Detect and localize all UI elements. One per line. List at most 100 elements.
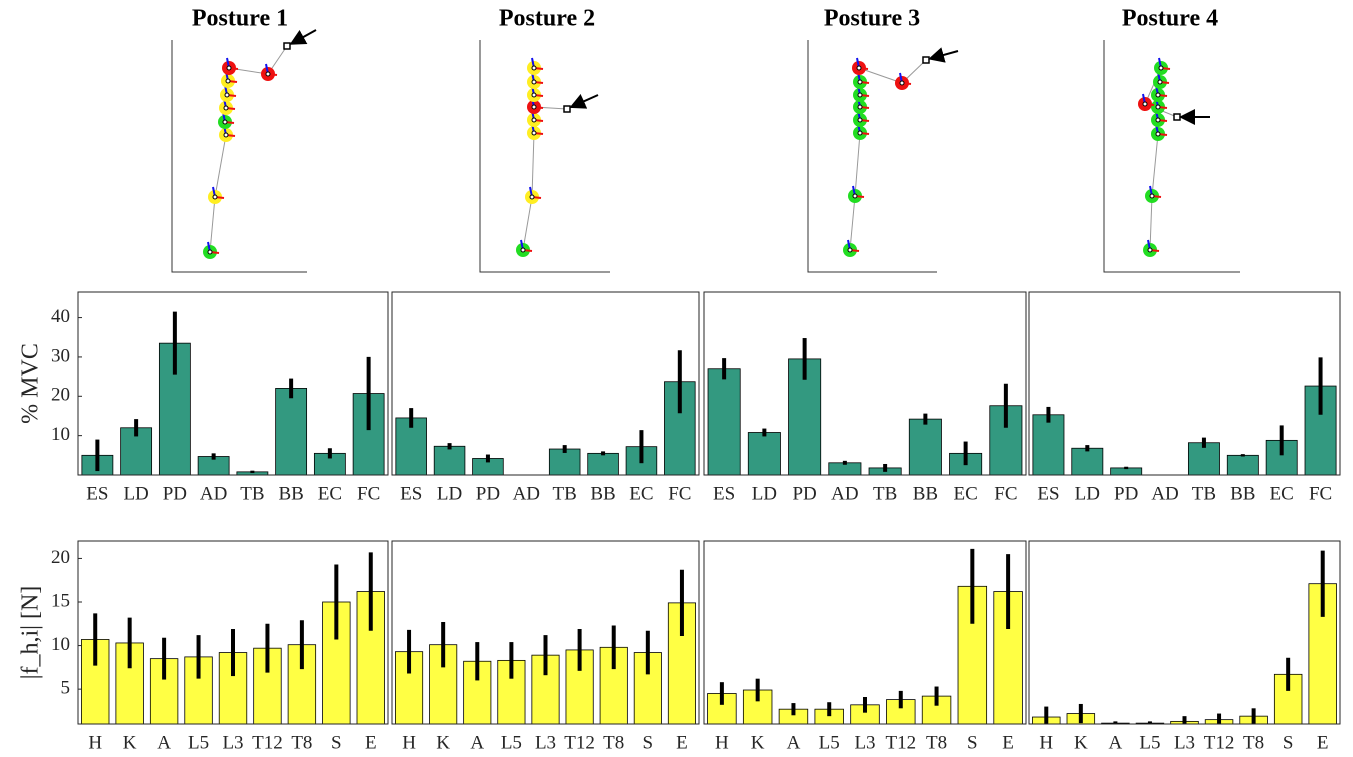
joint-center [1150,194,1154,198]
x-tick-label: E [676,732,688,753]
figure: Posture 1Posture 2Posture 3Posture 4ESLD… [0,0,1353,757]
y-axis-label: % MVC [18,343,44,424]
x-tick-label: PD [1114,483,1138,504]
x-tick-label: ES [713,483,735,504]
joint-center [532,80,536,84]
x-tick-label: S [1283,732,1294,753]
joint-center [858,118,862,122]
bar [276,388,307,475]
joint-center [530,195,534,199]
bar [434,446,465,475]
x-tick-label: BB [278,483,303,504]
x-tick-label: S [643,732,654,753]
x-tick-label: FC [1309,483,1332,504]
joint-center [858,93,862,97]
y-tick-label: 5 [61,678,71,699]
joint-center [225,93,229,97]
x-tick-label: EC [1270,483,1294,504]
x-tick-label: ES [400,483,422,504]
joint-center [532,66,536,70]
plot-area [82,312,384,475]
x-tick-label: L5 [819,732,840,753]
plot-area [81,552,384,724]
x-tick-label: L3 [535,732,556,753]
plot-area [396,350,695,475]
joint-center [223,120,227,124]
joint-center [224,133,228,137]
x-tick-label: K [751,732,765,753]
x-tick-label: A [787,732,801,753]
plot-area [1033,357,1336,475]
x-tick-label: A [1109,732,1123,753]
x-tick-label: L3 [222,732,243,753]
bar [748,432,780,475]
x-tick-label: BB [913,483,938,504]
x-tick-label: L5 [501,732,522,753]
diagram-axes [172,40,307,272]
y-tick-label: 20 [51,547,70,568]
x-tick-label: K [436,732,450,753]
y-tick-label: 15 [51,590,70,611]
x-tick-label: AD [513,483,540,504]
x-tick-label: AD [1151,483,1178,504]
joint-center [521,248,525,252]
x-tick-label: LD [123,483,148,504]
x-tick-label: T8 [603,732,624,753]
y-tick-label: 30 [51,345,70,366]
joint-center [1156,118,1160,122]
x-tick-label: T8 [926,732,947,753]
x-tick-label: T12 [1204,732,1235,753]
posture-title: Posture 2 [499,6,595,32]
x-tick-label: EC [953,483,977,504]
x-tick-label: BB [1230,483,1255,504]
x-tick-label: TB [553,483,577,504]
plot-area [1032,551,1336,728]
x-tick-label: TB [1192,483,1216,504]
plot-area [708,549,1023,724]
x-tick-label: A [157,732,171,753]
x-tick-label: S [967,732,978,753]
x-tick-label: A [470,732,484,753]
joint-center [857,66,861,70]
y-axis-label: |f_h,i| [N] [18,586,44,680]
x-tick-label: PD [476,483,500,504]
hand [923,57,929,63]
hand [284,43,290,49]
joint-center [224,106,228,110]
force-arrow [293,30,316,43]
diagram-axes [808,40,937,272]
x-tick-label: FC [357,483,380,504]
bar [1033,415,1064,475]
joint-center [532,131,536,135]
y-tick-label: 10 [51,634,70,655]
force-arrow [573,95,598,106]
joint-center [532,118,536,122]
x-tick-label: ES [1037,483,1059,504]
joint-center [1156,105,1160,109]
x-tick-label: E [1317,732,1329,753]
diagram-axes [480,40,610,272]
posture-title: Posture 1 [192,6,288,32]
diagram-axes [1104,40,1240,272]
plot-area [395,570,695,724]
joint-center [858,80,862,84]
bar [1072,448,1103,475]
x-tick-label: H [88,732,102,753]
x-tick-label: E [365,732,377,753]
x-tick-label: K [123,732,137,753]
joint-center [266,72,270,76]
x-tick-label: T8 [291,732,312,753]
posture-title: Posture 3 [824,6,920,32]
x-tick-label: AD [831,483,858,504]
hand [1174,114,1180,120]
x-tick-label: LD [437,483,462,504]
joint-center [848,248,852,252]
y-tick-label: 10 [51,424,70,445]
joint-center [226,79,230,83]
hand [564,106,570,112]
x-tick-label: FC [668,483,691,504]
y-tick-label: 40 [51,306,70,327]
joint-center [213,195,217,199]
x-tick-label: PD [792,483,816,504]
joint-center [1148,248,1152,252]
